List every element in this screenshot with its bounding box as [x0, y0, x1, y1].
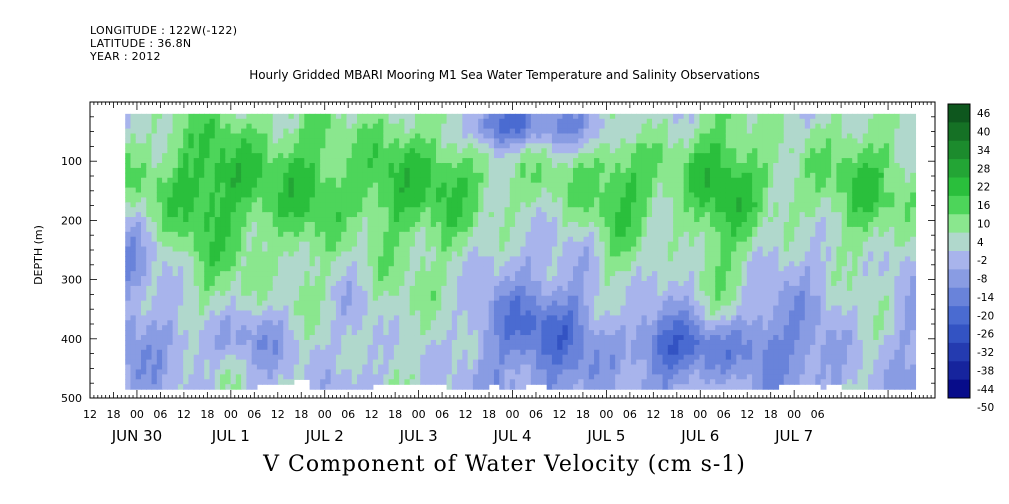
- colorbar-label: 46: [977, 108, 991, 120]
- year-label: YEAR : 2012: [90, 50, 161, 63]
- colorbar-label: 16: [977, 200, 991, 212]
- x-hour-label: 00: [599, 408, 613, 421]
- colorbar-swatch: [948, 251, 970, 270]
- colorbar-swatch: [948, 342, 970, 362]
- x-day-label: JUL 1: [211, 427, 250, 445]
- colorbar-label: 10: [977, 218, 990, 230]
- colorbar-swatch: [948, 177, 970, 197]
- x-hour-label: 06: [623, 408, 637, 421]
- x-hour-label: 18: [576, 408, 590, 421]
- colorbar-label: -20: [977, 310, 994, 322]
- x-hour-label: 12: [83, 408, 97, 421]
- x-hour-label: 06: [153, 408, 167, 421]
- x-hour-label: 18: [294, 408, 308, 421]
- latitude-label: LATITUDE : 36.8N: [90, 37, 192, 50]
- colorbar-label: -38: [977, 365, 994, 377]
- y-axis-label: DEPTH (m): [32, 225, 45, 285]
- x-day-label: JUL 2: [305, 427, 344, 445]
- colorbar: 46 40 34 28 22 16 10 4 -2 -8 -14 -20 -26 -32 -38 -44 -50: [947, 103, 994, 414]
- y-tick-label: 100: [61, 155, 82, 168]
- axis-ticks: [89, 102, 936, 399]
- colorbar-label: -50: [977, 402, 994, 414]
- variable-label: V Component of Water Velocity (cm s-1): [263, 452, 746, 477]
- colorbar-swatch: [948, 195, 970, 215]
- x-hour-label: 06: [811, 408, 825, 421]
- colorbar-label: 34: [977, 145, 991, 157]
- colorbar-swatch: [948, 232, 970, 252]
- colorbar-label: -8: [977, 274, 987, 286]
- colorbar-swatch: [948, 159, 970, 178]
- x-hour-label: 12: [459, 408, 473, 421]
- colorbar-swatch: [948, 140, 970, 160]
- x-hour-label: 00: [318, 408, 332, 421]
- y-tick-label: 300: [61, 274, 82, 287]
- x-hour-label: 18: [764, 408, 778, 421]
- colorbar-label: -2: [977, 255, 987, 267]
- colorbar-label: 4: [977, 237, 984, 249]
- colorbar-label: -26: [977, 329, 994, 341]
- heatmap-cells: [125, 113, 917, 390]
- y-tick-label: 400: [61, 333, 82, 346]
- x-hour-label: 12: [646, 408, 660, 421]
- x-hour-label: 18: [200, 408, 214, 421]
- x-hour-label: 18: [670, 408, 684, 421]
- chart-title: Hourly Gridded MBARI Mooring M1 Sea Wate…: [249, 68, 760, 82]
- colorbar-swatch: [948, 361, 970, 381]
- x-day-label: JUN 30: [111, 427, 162, 445]
- y-tick-label: 200: [61, 214, 82, 227]
- colorbar-swatch: [948, 269, 970, 289]
- colorbar-label: -32: [977, 347, 994, 359]
- x-hour-label: 00: [130, 408, 144, 421]
- x-hour-label: 12: [365, 408, 379, 421]
- colorbar-label: 28: [977, 163, 990, 175]
- x-hour-label: 18: [482, 408, 496, 421]
- x-day-label: JUL 3: [399, 427, 438, 445]
- x-hour-label: 00: [506, 408, 520, 421]
- colorbar-frame: [947, 103, 971, 399]
- colorbar-label: -44: [977, 384, 994, 396]
- x-tick-labels: 12 18 00 06 12 18 00 06 12 18 00 06 12 18 00 06 12 18 00 06…: [83, 408, 825, 445]
- x-day-label: JUL 4: [492, 427, 531, 445]
- x-hour-label: 12: [740, 408, 754, 421]
- x-hour-label: 06: [529, 408, 543, 421]
- x-hour-label: 12: [552, 408, 566, 421]
- colorbar-swatch: [948, 104, 970, 123]
- colorbar-swatch: [948, 287, 970, 307]
- colorbar-swatch: [948, 122, 970, 142]
- x-hour-label: 06: [247, 408, 261, 421]
- longitude-label: LONGITUDE : 122W(-122): [90, 24, 238, 37]
- y-tick-labels: 100 200 300 400 500: [61, 155, 82, 405]
- colorbar-swatch: [948, 214, 970, 234]
- x-hour-label: 00: [412, 408, 426, 421]
- colorbar-label: 22: [977, 182, 990, 194]
- x-hour-label: 18: [388, 408, 402, 421]
- x-hour-label: 06: [717, 408, 731, 421]
- x-day-label: JUL 7: [774, 427, 813, 445]
- x-hour-label: 12: [271, 408, 285, 421]
- x-hour-label: 00: [787, 408, 801, 421]
- y-tick-label: 500: [61, 392, 82, 405]
- x-day-label: JUL 6: [680, 427, 719, 445]
- x-hour-label: 06: [341, 408, 355, 421]
- x-hour-label: 12: [177, 408, 191, 421]
- colorbar-label: 40: [977, 127, 990, 139]
- colorbar-swatch: [948, 379, 970, 399]
- x-hour-label: 06: [435, 408, 449, 421]
- x-hour-label: 00: [693, 408, 707, 421]
- x-hour-label: 18: [106, 408, 120, 421]
- colorbar-swatch: [948, 306, 970, 325]
- x-day-label: JUL 5: [586, 427, 625, 445]
- colorbar-swatch: [948, 324, 970, 344]
- x-hour-label: 00: [224, 408, 238, 421]
- colorbar-label: -14: [977, 292, 994, 304]
